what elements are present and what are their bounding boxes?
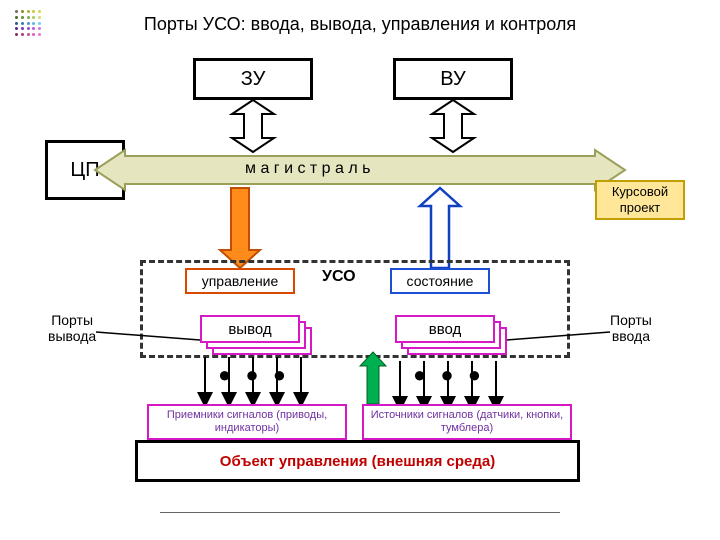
sost-label: состояние (407, 273, 474, 289)
node-zu: ЗУ (193, 58, 313, 100)
arrow-up-green-icon (360, 352, 386, 404)
arrow-up-blue-icon (420, 188, 460, 268)
uso-label: УСО (322, 268, 356, 286)
node-vu: ВУ (393, 58, 513, 100)
node-sostoyanie: состояние (390, 268, 490, 294)
connector-left (96, 326, 236, 356)
node-priemniki: Приемники сигналов (приводы, индикаторы) (147, 404, 347, 440)
porty-vvoda-label: Порты ввода (610, 312, 652, 344)
node-istochniki: Источники сигналов (датчики, кнопки, тум… (362, 404, 572, 440)
vu-label: ВУ (440, 68, 465, 91)
ist-label: Источники сигналов (датчики, кнопки, тум… (364, 409, 570, 434)
arrow-down-orange-icon (220, 188, 260, 268)
obj-label: Объект управления (внешняя среда) (220, 453, 495, 470)
zu-label: ЗУ (241, 68, 266, 91)
porty-vyvoda-label: Порты вывода (48, 312, 96, 344)
node-vvod-stack: ввод (395, 315, 507, 355)
arrows-down-group (190, 357, 330, 404)
node-object: Объект управления (внешняя среда) (135, 440, 580, 482)
upr-label: управление (202, 273, 279, 289)
kursovoi-badge: Курсовой проект (595, 180, 685, 220)
footer-rule (160, 512, 560, 513)
vu-bus-arrow-icon (432, 100, 474, 152)
priem-label: Приемники сигналов (приводы, индикаторы) (149, 409, 345, 434)
zu-bus-arrow-icon (232, 100, 274, 152)
page-title: Порты УСО: ввода, вывода, управления и к… (0, 14, 720, 35)
arrows-up-group (385, 357, 525, 404)
node-upravlenie: управление (185, 268, 295, 294)
bus-label: м а г и с т р а л ь (245, 160, 370, 178)
connector-right (507, 326, 615, 356)
